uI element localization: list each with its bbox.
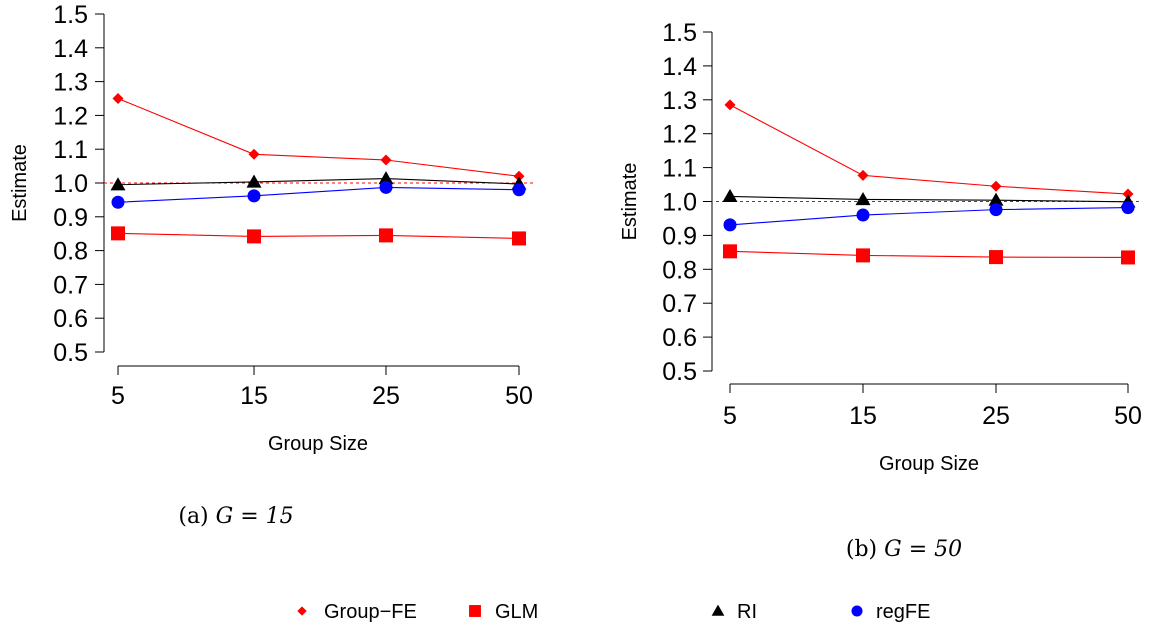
y-tick-label: 1.0: [662, 189, 697, 217]
caption-math: G = 15: [216, 504, 294, 529]
data-point-triangle: [988, 192, 1004, 206]
data-point-circle: [989, 203, 1003, 217]
x-tick-label: 50: [1114, 402, 1142, 430]
data-point-diamond: [380, 154, 392, 166]
series-line-diamond: [117, 97, 520, 177]
y-tick-label: 0.9: [53, 204, 88, 232]
legend: Group−FE GLM RI regFE: [297, 601, 930, 623]
y-tick-label: 0.5: [662, 358, 697, 386]
data-point-triangle: [246, 174, 262, 188]
chart-panel-1: 0.5 0.6 0.7 0.8 0.9 1.0 1.1 1.2 1.3 1.4 1.5 5 15 25 50…: [9, 1, 533, 529]
x-tick-label: 50: [505, 382, 533, 410]
caption-prefix: (a): [178, 504, 215, 529]
x-tick-label: 25: [982, 402, 1010, 430]
data-point-square: [989, 250, 1003, 265]
data-point-diamond: [724, 99, 736, 111]
data-point-triangle: [855, 191, 871, 206]
data-point-circle: [111, 195, 125, 209]
y-tick-label: 1.2: [662, 121, 697, 149]
x-tick-label: 15: [849, 402, 877, 430]
data-point-circle: [856, 208, 870, 222]
legend-marker-square: [469, 605, 481, 617]
x-axis-title: Group Size: [879, 453, 979, 475]
y-tick-label: 0.5: [53, 339, 88, 367]
legend-label: Group−FE: [324, 601, 417, 623]
series-line-circle: [117, 186, 520, 203]
data-point-triangle: [110, 177, 126, 191]
data-point-circle: [512, 183, 526, 197]
chart-panel-2: 0.5 0.6 0.7 0.8 0.9 1.0 1.1 1.2 1.3 1.4 1.5 5 15 25 50…: [619, 19, 1142, 562]
y-tick-label: 0.8: [662, 256, 697, 284]
x-tick-label: 15: [240, 382, 268, 410]
y-tick-label: 1.4: [53, 35, 88, 63]
data-point-square: [247, 229, 261, 244]
y-tick-label: 1.3: [53, 69, 88, 97]
y-tick-label: 0.6: [53, 305, 88, 333]
legend-marker-diamond: [297, 606, 307, 616]
y-tick-label: 1.4: [662, 53, 697, 81]
y-tick-label: 1.1: [662, 155, 697, 183]
data-point-circle: [723, 218, 737, 232]
x-tick-label: 5: [723, 402, 737, 430]
legend-marker-circle: [851, 605, 863, 617]
y-tick-label: 0.8: [53, 238, 88, 266]
x-axis-title: Group Size: [268, 433, 368, 455]
data-point-square: [1121, 250, 1135, 265]
caption-prefix: (b): [846, 537, 884, 562]
y-tick-label: 1.5: [53, 1, 88, 29]
chart-caption: (a) G = 15: [178, 504, 293, 529]
y-axis-title: Estimate: [619, 163, 641, 241]
legend-label: regFE: [876, 601, 930, 623]
series-line-circle: [729, 207, 1129, 226]
data-point-square: [723, 244, 737, 259]
x-tick-label: 5: [111, 382, 125, 410]
y-tick-label: 0.9: [662, 222, 697, 250]
y-tick-label: 1.3: [662, 87, 697, 115]
data-point-diamond: [112, 93, 124, 104]
y-tick-label: 1.2: [53, 102, 88, 130]
y-tick-label: 0.7: [662, 290, 697, 318]
series-line-square: [117, 232, 520, 239]
series-line-diamond: [729, 104, 1129, 195]
series-line-triangle: [117, 178, 520, 186]
data-point-diamond: [990, 180, 1002, 192]
data-point-square: [512, 231, 526, 246]
data-point-circle: [247, 189, 261, 203]
legend-label: GLM: [495, 601, 538, 623]
y-axis-title: Estimate: [9, 144, 31, 222]
data-point-diamond: [248, 148, 260, 160]
data-point-square: [379, 228, 393, 243]
y-tick-label: 1.5: [662, 19, 697, 47]
y-tick-label: 1.1: [53, 136, 88, 164]
data-point-circle: [1121, 201, 1135, 215]
y-tick-label: 0.6: [662, 324, 697, 352]
data-point-square: [856, 248, 870, 263]
x-tick-label: 25: [372, 382, 400, 410]
data-point-diamond: [857, 169, 869, 181]
data-point-diamond: [1122, 188, 1134, 200]
series-line-square: [729, 250, 1129, 258]
y-tick-label: 0.7: [53, 271, 88, 299]
data-point-triangle: [722, 188, 738, 203]
data-point-triangle: [378, 171, 394, 185]
legend-marker-triangle: [711, 604, 725, 616]
data-point-diamond: [513, 170, 525, 182]
legend-label: RI: [737, 601, 757, 623]
series-line-triangle: [729, 195, 1129, 203]
chart-caption: (b) G = 50: [846, 537, 962, 562]
data-point-square: [111, 226, 125, 241]
caption-math: G = 50: [884, 537, 962, 562]
data-point-circle: [379, 180, 393, 194]
y-tick-label: 1.0: [53, 170, 88, 198]
